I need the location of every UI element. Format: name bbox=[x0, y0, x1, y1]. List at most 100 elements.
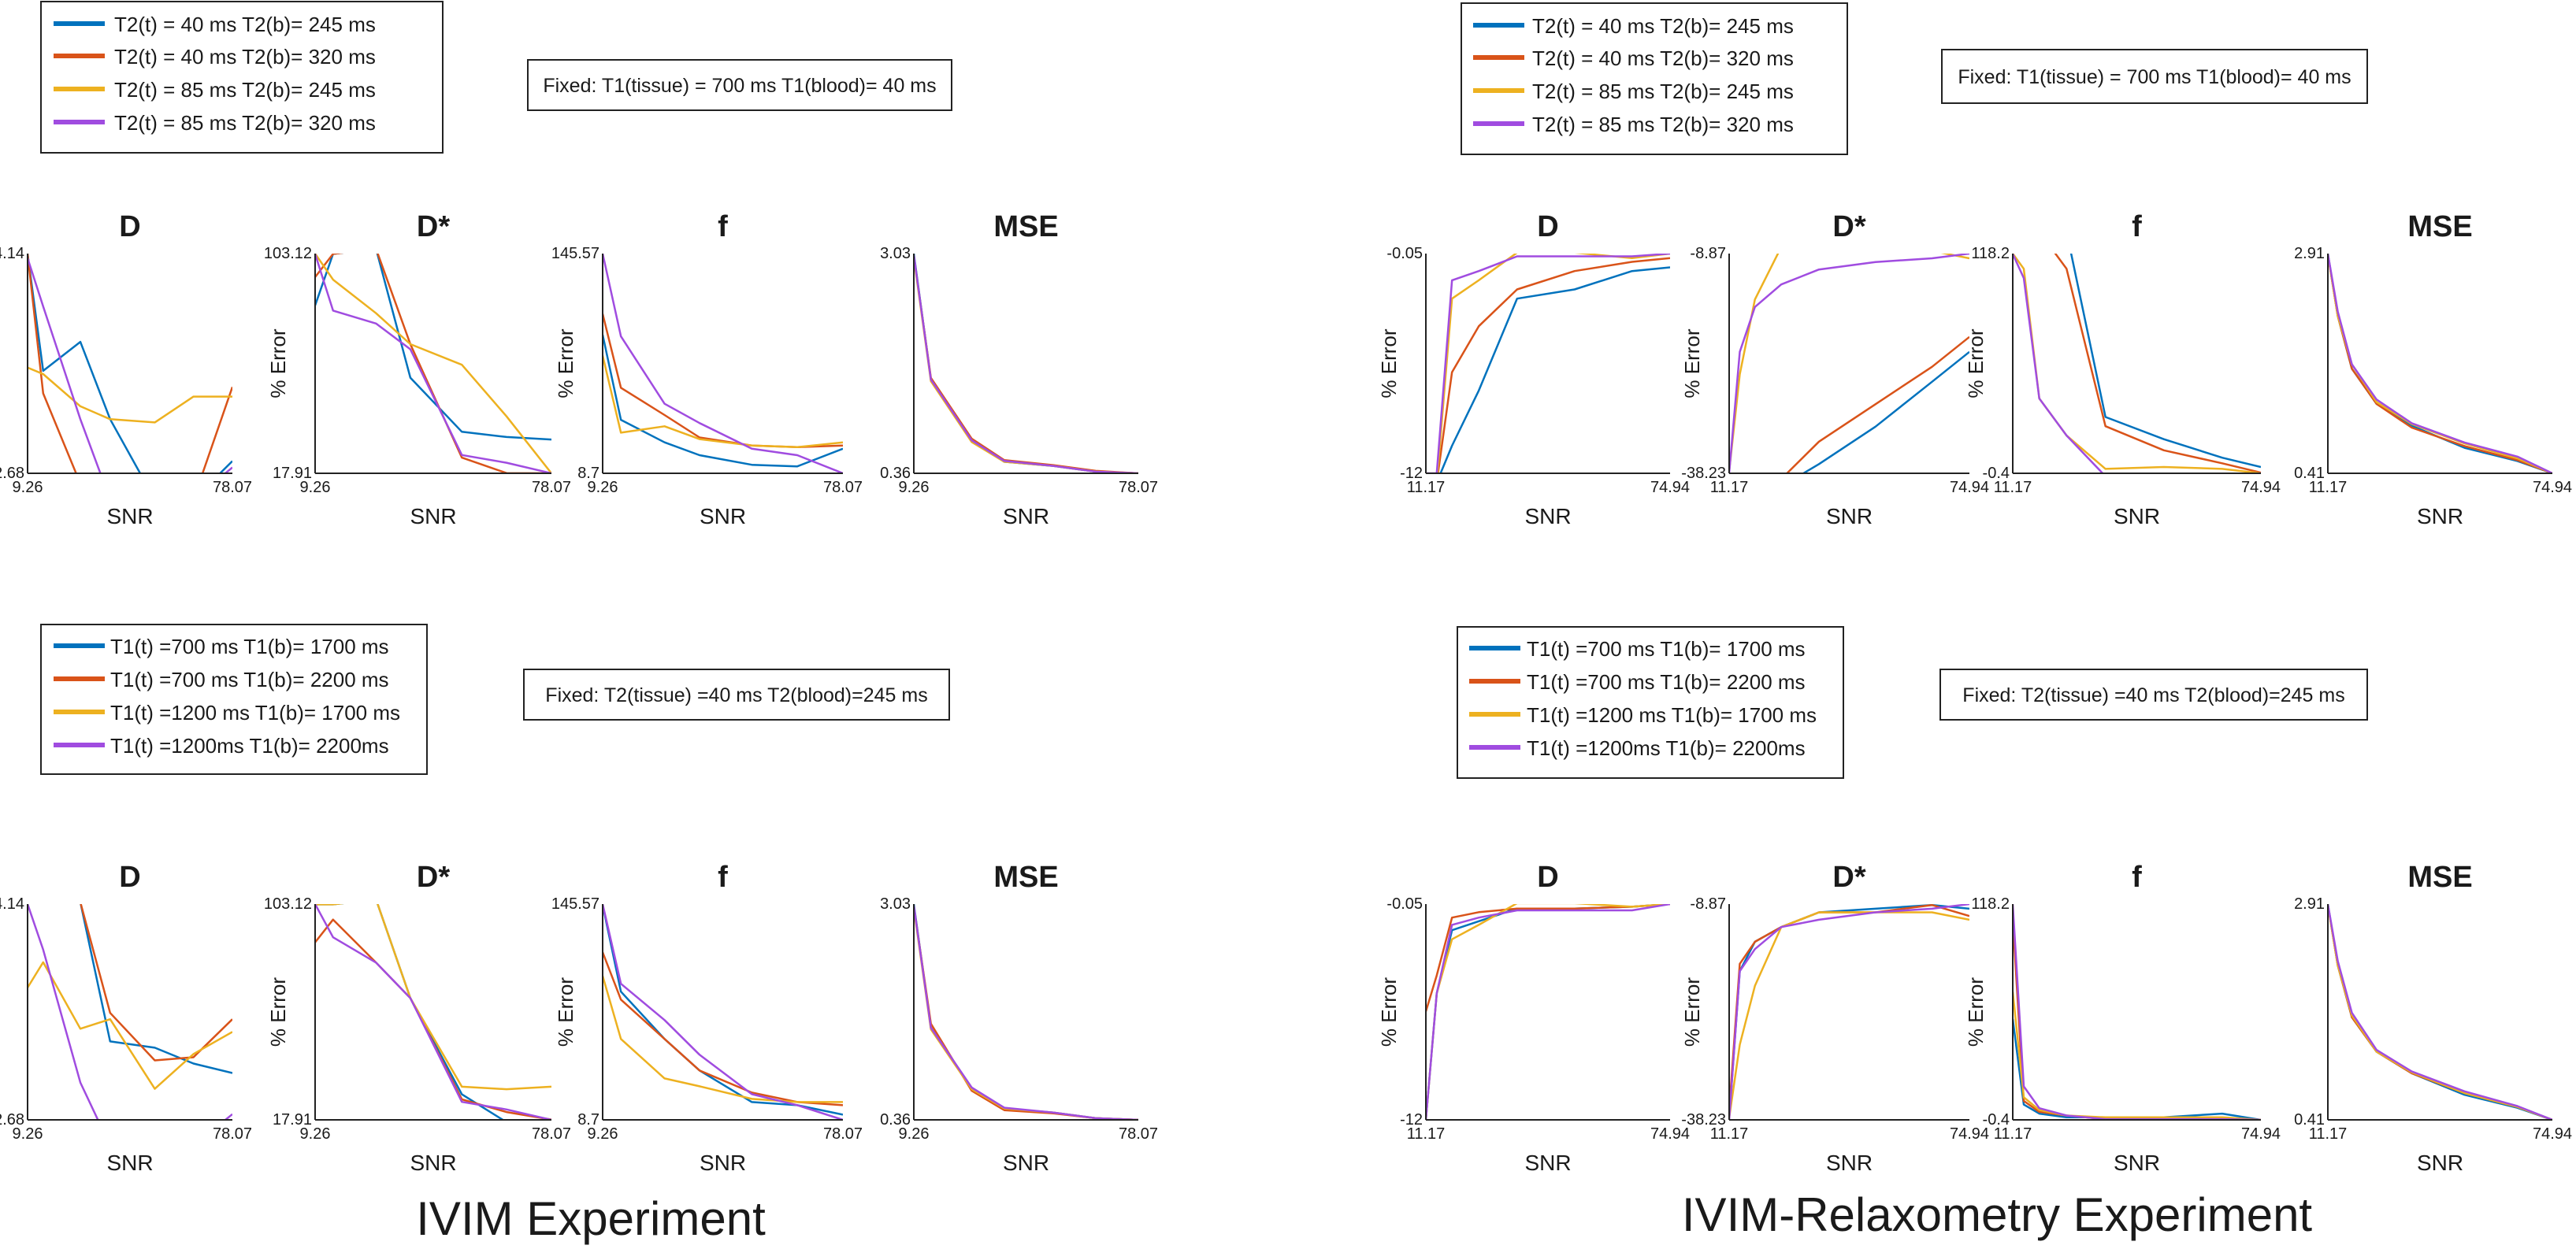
series-line: T1(t) =700 ms T1(b)= 1700 ms bbox=[80, 904, 232, 1074]
series-line: T1(t) =1200 ms T1(b)= 1700 ms bbox=[28, 961, 232, 1090]
x-tick-label: 11.17 bbox=[2309, 1125, 2348, 1143]
series-line: T2(t) = 40 ms T2(b)= 245 ms bbox=[315, 254, 551, 441]
y-tick-label: 0.36 bbox=[880, 465, 911, 482]
y-axis-label: % Error bbox=[1680, 328, 1704, 398]
y-tick-label: 4.14 bbox=[0, 245, 24, 262]
y-tick-label: 0.41 bbox=[2294, 465, 2325, 482]
series-line: T1(t) =1200ms T1(b)= 2200ms bbox=[2013, 904, 2261, 1120]
y-tick-label: 4.14 bbox=[0, 895, 24, 913]
x-tick-label: 78.07 bbox=[213, 479, 252, 496]
series-line: T2(t) = 85 ms T2(b)= 245 ms bbox=[1729, 254, 1969, 472]
series-line: T1(t) =1200ms T1(b)= 2200ms bbox=[1729, 904, 1969, 1120]
series-line: T1(t) =1200 ms T1(b)= 1700 ms bbox=[315, 904, 551, 1091]
x-axis-label: SNR bbox=[2417, 504, 2463, 528]
series-line: T2(t) = 85 ms T2(b)= 245 ms bbox=[2328, 254, 2552, 473]
y-tick-label: 17.91 bbox=[273, 1111, 312, 1129]
x-axis-label: SNR bbox=[2114, 1151, 2160, 1175]
y-tick-label: 118.2 bbox=[1971, 895, 2010, 913]
y-tick-label: 103.12 bbox=[264, 245, 312, 262]
series-line: T1(t) =700 ms T1(b)= 1700 ms bbox=[2328, 904, 2552, 1120]
series-line: T2(t) = 85 ms T2(b)= 245 ms bbox=[914, 258, 1138, 473]
series-line: T2(t) = 40 ms T2(b)= 245 ms bbox=[603, 334, 843, 468]
series-line: T1(t) =1200 ms T1(b)= 1700 ms bbox=[1426, 904, 1670, 1120]
y-axis-label: % Error bbox=[1377, 977, 1401, 1047]
x-tick-label: 11.17 bbox=[1710, 1125, 1749, 1143]
x-axis-label: SNR bbox=[1003, 1151, 1049, 1175]
y-tick-label: -38.23 bbox=[1681, 465, 1726, 482]
y-tick-label: -8.87 bbox=[1690, 895, 1726, 913]
series-line: T2(t) = 85 ms T2(b)= 245 ms bbox=[2013, 254, 2261, 473]
legend-entry: T1(t) =700 ms T1(b)= 1700 ms bbox=[110, 635, 389, 658]
legend-entry: T2(t) = 85 ms T2(b)= 320 ms bbox=[114, 111, 376, 135]
x-tick-label: 74.94 bbox=[1650, 1125, 1690, 1143]
x-axis-label: SNR bbox=[1524, 1151, 1571, 1175]
x-axis-label: SNR bbox=[106, 504, 153, 528]
y-tick-label: -0.05 bbox=[1386, 245, 1423, 262]
y-axis-label: % Error bbox=[266, 977, 290, 1047]
x-axis-label: SNR bbox=[410, 504, 456, 528]
experiment-title-relaxometry: IVIM-Relaxometry Experiment bbox=[1682, 1188, 2313, 1241]
fixed-params-box: Fixed: T2(tissue) =40 ms T2(blood)=245 m… bbox=[1939, 669, 2368, 721]
legend-entry: T2(t) = 40 ms T2(b)= 320 ms bbox=[114, 45, 376, 69]
x-tick-label: 9.26 bbox=[13, 1125, 43, 1143]
series-line: T1(t) =1200ms T1(b)= 2200ms bbox=[603, 904, 843, 1120]
y-tick-label: 2.91 bbox=[2294, 895, 2325, 913]
legend-entry: T1(t) =700 ms T1(b)= 2200 ms bbox=[1527, 670, 1806, 694]
x-tick-label: 74.94 bbox=[2533, 1125, 2572, 1143]
series-line: T1(t) =700 ms T1(b)= 2200 ms bbox=[80, 904, 232, 1062]
y-axis-label: % Error bbox=[1964, 977, 1988, 1047]
x-tick-label: 74.94 bbox=[1950, 1125, 1989, 1143]
series-line: T2(t) = 40 ms T2(b)= 245 ms bbox=[28, 254, 232, 473]
series-line: T1(t) =700 ms T1(b)= 2200 ms bbox=[2328, 904, 2552, 1120]
fixed-params-box: Fixed: T2(tissue) =40 ms T2(blood)=245 m… bbox=[523, 669, 950, 721]
series-line: T2(t) = 40 ms T2(b)= 245 ms bbox=[2328, 254, 2552, 473]
subplot-title: D* bbox=[1832, 861, 1865, 894]
subplot-title: D bbox=[119, 210, 140, 243]
x-tick-label: 74.94 bbox=[2241, 1125, 2281, 1143]
series-line: T2(t) = 85 ms T2(b)= 320 ms bbox=[315, 254, 551, 473]
legend-entry: T1(t) =700 ms T1(b)= 1700 ms bbox=[1527, 637, 1806, 661]
x-tick-label: 9.26 bbox=[588, 479, 618, 496]
x-axis-label: SNR bbox=[1826, 504, 1873, 528]
series-line: T1(t) =1200ms T1(b)= 2200ms bbox=[914, 905, 1138, 1120]
fixed-params-box: Fixed: T1(tissue) = 700 ms T1(blood)= 40… bbox=[1941, 49, 2368, 104]
series-line: T2(t) = 85 ms T2(b)= 245 ms bbox=[603, 355, 843, 449]
x-tick-label: 78.07 bbox=[213, 1125, 252, 1143]
series-line: T1(t) =1200ms T1(b)= 2200ms bbox=[2328, 904, 2552, 1120]
subplot-title: f bbox=[2132, 861, 2142, 894]
legend-entry: T1(t) =1200 ms T1(b)= 1700 ms bbox=[1527, 703, 1817, 727]
y-tick-label: 2.91 bbox=[2294, 245, 2325, 262]
y-tick-label: 3.03 bbox=[880, 245, 911, 262]
y-axis-label: % Error bbox=[554, 328, 577, 398]
series-line: T2(t) = 40 ms T2(b)= 320 ms bbox=[28, 254, 232, 473]
series-line: T1(t) =1200 ms T1(b)= 1700 ms bbox=[2013, 991, 2261, 1120]
series-line: T2(t) = 85 ms T2(b)= 320 ms bbox=[1426, 254, 1670, 473]
subplot-title: f bbox=[718, 861, 728, 894]
x-tick-label: 74.94 bbox=[2241, 479, 2281, 496]
x-tick-label: 11.17 bbox=[1710, 479, 1749, 496]
series-line: T1(t) =700 ms T1(b)= 1700 ms bbox=[1426, 904, 1670, 1120]
subplot-title: D bbox=[1537, 210, 1558, 243]
series-line: T2(t) = 85 ms T2(b)= 320 ms bbox=[914, 254, 1138, 473]
x-tick-label: 9.26 bbox=[300, 1125, 331, 1143]
x-tick-label: 11.17 bbox=[1994, 1125, 2032, 1143]
x-tick-label: 11.17 bbox=[1407, 1125, 1446, 1143]
legend: T2(t) = 40 ms T2(b)= 245 ms T2(t) = 40 m… bbox=[1461, 2, 1848, 155]
subplot-title: f bbox=[718, 210, 728, 243]
x-tick-label: 78.07 bbox=[823, 479, 863, 496]
x-tick-label: 78.07 bbox=[1119, 479, 1158, 496]
x-tick-label: 9.26 bbox=[300, 479, 331, 496]
y-tick-label: -12 bbox=[1400, 465, 1423, 482]
x-axis-label: SNR bbox=[1003, 504, 1049, 528]
subplot-title: MSE bbox=[993, 861, 1058, 894]
